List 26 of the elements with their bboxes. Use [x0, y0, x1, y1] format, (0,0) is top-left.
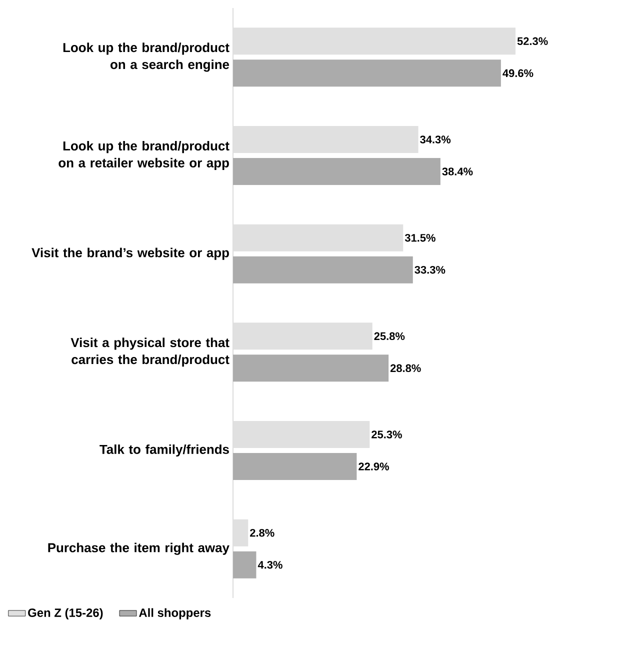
data-label: 34.3%	[420, 136, 451, 144]
bar	[233, 28, 516, 55]
bar	[233, 224, 404, 252]
data-label: 49.6%	[502, 69, 534, 78]
data-label: 25.8%	[374, 332, 405, 340]
data-label: 52.3%	[517, 37, 548, 46]
data-label: 38.4%	[442, 168, 473, 176]
y-tick-label: Visit the brand’s website or app	[32, 248, 229, 260]
data-label: 22.9%	[358, 462, 389, 470]
bar	[233, 322, 372, 350]
y-tick-label: Visit a physical store that carries the brand/product	[70, 338, 230, 367]
data-label: 33.3%	[414, 266, 446, 274]
bar	[233, 126, 418, 154]
legend-label: Gen Z (15-26)	[28, 608, 103, 620]
data-label: 2.8%	[250, 528, 274, 537]
data-label: 31.5%	[404, 234, 436, 242]
legend-label: All shoppers	[139, 608, 211, 620]
data-label: 25.3%	[372, 430, 402, 438]
data-label: 28.8%	[390, 364, 421, 372]
bar	[233, 519, 248, 546]
y-tick-label: Talk to family/friends	[100, 444, 229, 457]
y-tick-label: Purchase the item right away	[48, 542, 230, 555]
data-label: 4.3%	[258, 560, 282, 569]
y-tick-label: Look up the brand/product on a retailer website or app	[58, 140, 230, 170]
bar	[233, 421, 370, 448]
y-tick-label: Look up the brand/product on a search engine	[63, 42, 230, 72]
